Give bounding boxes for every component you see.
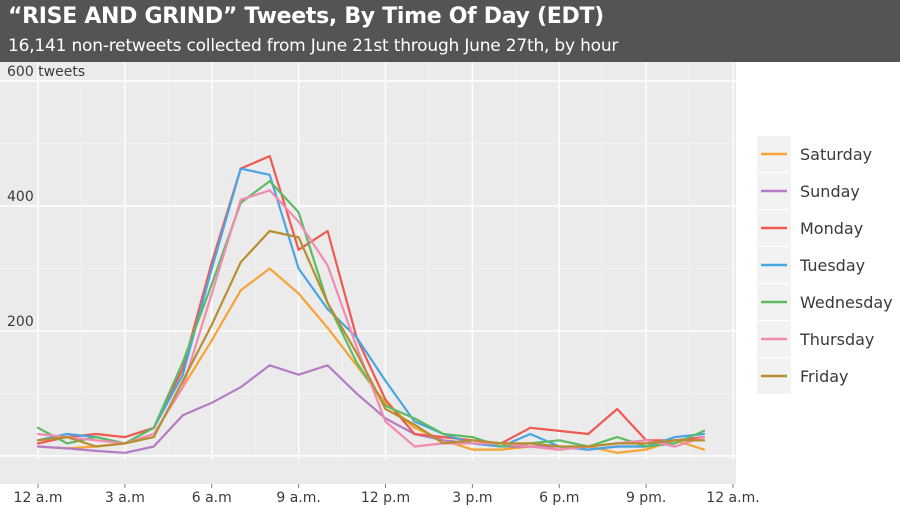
x-tick-label: 3 p.m <box>452 490 492 506</box>
chart-header: “RISE AND GRIND” Tweets, By Time Of Day … <box>0 0 900 62</box>
legend: Saturday Sunday Monday Tuesday Wednesday Thur… <box>757 136 893 394</box>
series-lines <box>36 154 706 454</box>
x-tick-label: 9 a.m. <box>276 490 320 506</box>
x-tick-label: 12 a.m. <box>706 490 759 506</box>
series-line-friday <box>36 229 706 448</box>
legend-label-sunday: Sunday <box>800 182 860 201</box>
x-tick-label: 6 p.m <box>539 490 579 506</box>
x-tick-label: 6 a.m <box>192 490 232 506</box>
chart-subtitle: 16,141 non-retweets collected from June … <box>8 36 619 56</box>
x-tick-label: 12 a.m <box>14 490 63 506</box>
y-axis: 200 400 600 tweets <box>7 64 85 330</box>
x-tick-label: 9 pm. <box>626 490 666 506</box>
legend-label-saturday: Saturday <box>800 145 872 164</box>
y-tick-label: 600 tweets <box>7 64 85 80</box>
legend-label-wednesday: Wednesday <box>800 293 893 312</box>
x-tick-label: 3 a.m <box>105 490 145 506</box>
legend-label-friday: Friday <box>800 367 849 386</box>
legend-label-tuesday: Tuesday <box>799 256 865 275</box>
grid <box>0 62 736 460</box>
x-tick-label: 12 p.m <box>361 490 410 506</box>
legend-label-thursday: Thursday <box>799 330 874 349</box>
legend-label-monday: Monday <box>800 219 863 238</box>
plot-background <box>0 62 736 484</box>
y-tick-label: 400 <box>7 189 34 205</box>
chart-title: “RISE AND GRIND” Tweets, By Time Of Day … <box>8 4 604 29</box>
x-axis: 12 a.m 3 a.m 6 a.m 9 a.m. 12 p.m 3 p.m 6 p.m 9 … <box>14 484 760 506</box>
y-tick-label: 200 <box>7 314 34 330</box>
